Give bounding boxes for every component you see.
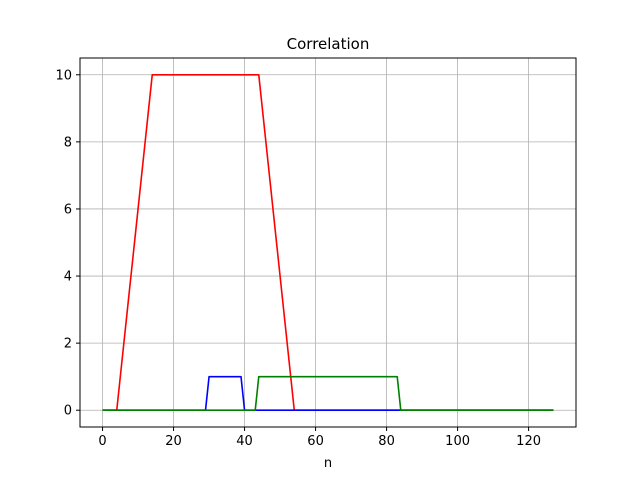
y-tick-label: 10 <box>55 68 72 83</box>
y-tick-label: 0 <box>64 404 72 419</box>
series-line-3 <box>102 375 554 412</box>
y-tick-label: 8 <box>64 135 72 150</box>
x-tick-label: 40 <box>236 434 253 449</box>
x-tick-label: 80 <box>378 434 395 449</box>
y-tick-label: 4 <box>64 270 72 285</box>
x-tick-label: 20 <box>165 434 182 449</box>
plot-frame <box>79 57 577 428</box>
x-tick-label: 120 <box>516 434 541 449</box>
ticks: 0 20 40 60 80 100 120 0 2 4 6 8 10 <box>55 68 541 449</box>
series-lines <box>102 73 554 412</box>
y-tick-label: 6 <box>64 202 72 217</box>
x-tick-label: 60 <box>307 434 324 449</box>
chart-title: Correlation <box>287 35 370 53</box>
y-tick-label: 2 <box>64 337 72 352</box>
x-tick-label: 100 <box>445 434 470 449</box>
x-tick-label: 0 <box>98 434 106 449</box>
x-axis-label: n <box>324 456 332 471</box>
grid <box>80 58 576 427</box>
